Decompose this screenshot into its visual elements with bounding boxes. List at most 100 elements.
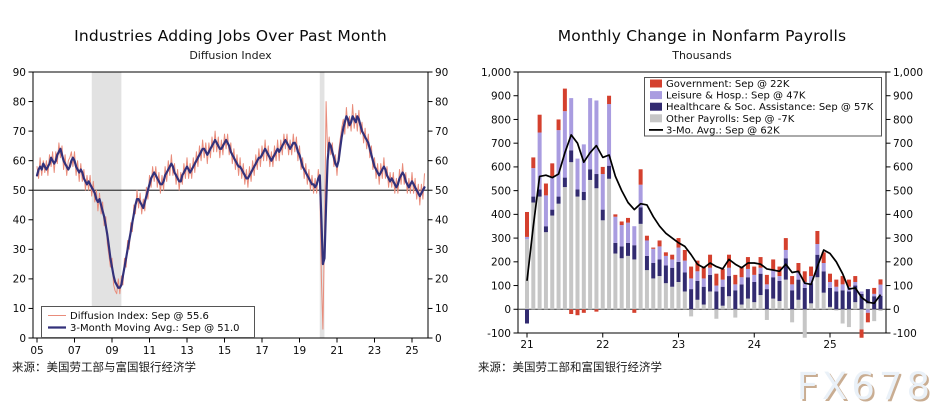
bar-segment [878, 295, 883, 310]
moving-average-line [526, 134, 882, 305]
svg-text:300: 300 [893, 233, 913, 245]
bar-segment [594, 174, 599, 189]
bar-segment [607, 178, 612, 310]
right-source-note: 来源：美国劳工部和富国银行经济学 [478, 360, 662, 374]
bar-segment [878, 279, 883, 285]
bar-segment [701, 266, 706, 279]
bar-segment [588, 179, 593, 310]
bar-segment [663, 283, 668, 310]
bar-segment [663, 265, 668, 284]
svg-text:23: 23 [368, 345, 381, 357]
bar-segment [644, 255, 649, 271]
bar-segment [613, 242, 618, 254]
bar-segment [872, 309, 877, 322]
bar-segment [758, 257, 763, 268]
bar-segment [739, 304, 744, 310]
series-line [35, 115, 426, 289]
bar-segment [809, 283, 814, 304]
bar-segment [701, 278, 706, 287]
bar-segment [783, 258, 788, 280]
fx678-watermark: FX678 [796, 365, 934, 408]
bar-segment [809, 303, 814, 310]
bar-segment [771, 270, 776, 278]
bar-segment [752, 266, 757, 275]
svg-text:100: 100 [893, 280, 913, 292]
svg-text:700: 700 [491, 138, 511, 150]
bar-segment [525, 211, 529, 237]
bar-segment [644, 270, 649, 310]
bar-segment [771, 277, 776, 299]
bar-segment [556, 119, 561, 131]
svg-text:400: 400 [893, 209, 913, 221]
right-chart-subtitle: Thousands [672, 49, 732, 62]
bar-segment [670, 286, 675, 310]
bar-segment [670, 267, 675, 287]
bar-segment [550, 176, 555, 210]
bar-segment [846, 291, 851, 310]
svg-text:800: 800 [491, 114, 511, 126]
bar-segment [575, 309, 580, 316]
svg-text:23: 23 [672, 339, 685, 351]
bar-segment [777, 300, 782, 310]
svg-text:21: 21 [330, 345, 343, 357]
bar-segment [550, 163, 555, 177]
bar-segment [802, 271, 807, 282]
bar-segment [815, 230, 820, 245]
svg-text:80: 80 [13, 96, 26, 108]
bar-segment [657, 259, 662, 277]
bar-segment [569, 98, 574, 151]
svg-text:40: 40 [13, 215, 26, 227]
svg-text:09: 09 [105, 345, 118, 357]
bar-segment [821, 292, 826, 310]
bar-segment [846, 309, 851, 328]
bar-segment [821, 271, 826, 293]
bar-segment [720, 305, 725, 310]
bar-segment [859, 309, 864, 330]
bar-segment [764, 309, 769, 320]
bar-segment [720, 268, 725, 280]
svg-text:15: 15 [218, 345, 231, 357]
svg-text:0: 0 [435, 333, 442, 345]
bar-segment [632, 309, 637, 313]
svg-text:200: 200 [491, 257, 511, 269]
bar-segment [714, 273, 719, 286]
bar-segment [790, 290, 795, 310]
bar-segment [676, 281, 681, 310]
bar-segment [525, 236, 529, 240]
bar-segment [783, 249, 788, 259]
svg-text:40: 40 [435, 215, 448, 227]
recession-band [319, 72, 325, 338]
bar-segment [809, 266, 814, 277]
svg-text:300: 300 [491, 233, 511, 245]
bar-segment [638, 223, 643, 310]
bar-segment [727, 276, 731, 297]
bar-segment [701, 304, 706, 310]
bar-segment [695, 260, 700, 272]
bar-segment [828, 306, 832, 310]
bar-segment [872, 293, 877, 297]
bar-segment [802, 281, 807, 288]
bar-segment [752, 302, 757, 310]
bar-segment [802, 287, 807, 310]
svg-text:500: 500 [893, 185, 913, 197]
bar-segment [739, 266, 744, 278]
bar-segment [569, 162, 574, 310]
bar-segment [846, 279, 851, 287]
svg-text:900: 900 [893, 91, 913, 103]
bar-segment [682, 272, 687, 292]
bar-segment [569, 309, 574, 315]
bar-segment [619, 221, 624, 226]
bar-segment [556, 130, 561, 197]
bar-segment [670, 259, 675, 268]
svg-text:20: 20 [435, 274, 448, 286]
bar-segment [708, 267, 713, 275]
svg-text:24: 24 [748, 339, 762, 351]
bar-segment [644, 235, 649, 241]
bar-segment [626, 217, 630, 223]
svg-text:-100: -100 [893, 328, 917, 340]
svg-text:0: 0 [19, 333, 26, 345]
bar-segment [745, 298, 750, 310]
bar-segment [638, 169, 643, 185]
